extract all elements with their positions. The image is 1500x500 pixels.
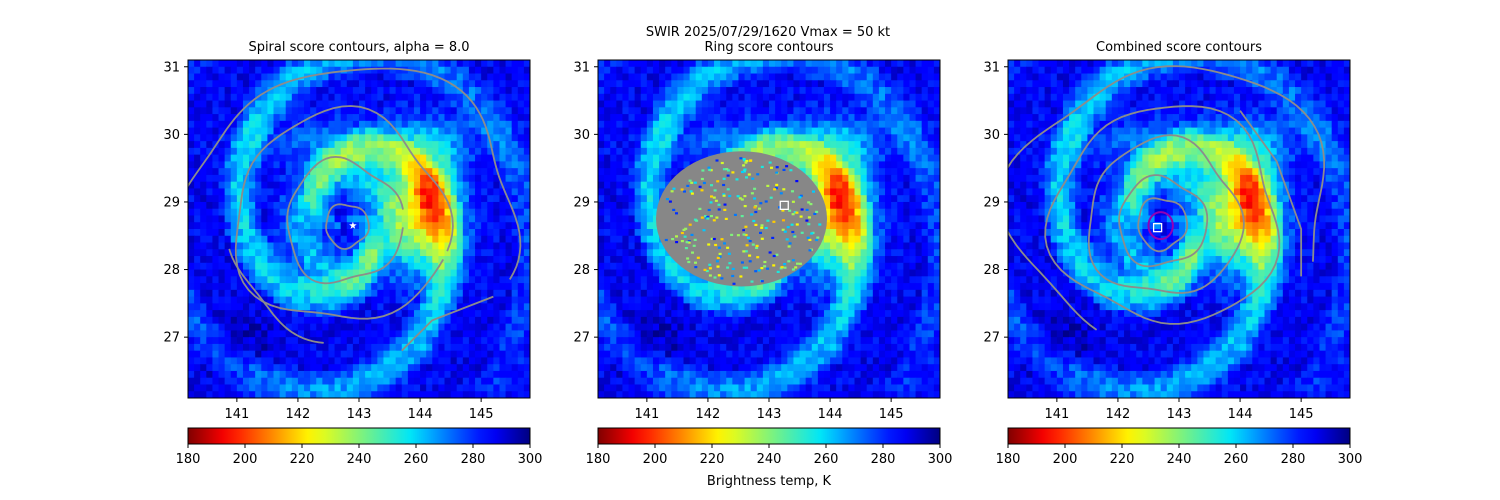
colorbar-tick-label: 300 <box>928 452 953 467</box>
colorbar-tick-label: 260 <box>814 452 839 467</box>
panel-3: Combined score contours 141 142 143 144 145 27… <box>983 40 1362 467</box>
y-tick-label: 28 <box>983 263 1000 278</box>
y-tick-label: 31 <box>163 60 180 75</box>
contour-line <box>325 203 370 250</box>
colorbar-tick-label: 180 <box>176 452 201 467</box>
brightness-image <box>1008 60 1350 398</box>
y-tick-label: 31 <box>983 60 1000 75</box>
colorbar-tick-label: 200 <box>233 452 258 467</box>
y-tick-label: 29 <box>983 195 1000 210</box>
x-tick-label: 142 <box>286 407 311 422</box>
colorbar-tick-label: 280 <box>461 452 486 467</box>
colorbar-tick-label: 280 <box>1281 452 1306 467</box>
center-marker <box>349 221 357 229</box>
contour-line <box>1008 65 1325 331</box>
x-tick-label: 144 <box>408 407 433 422</box>
colorbar-gradient <box>1007 427 1351 445</box>
center-marker <box>779 200 789 210</box>
y-tick-label: 29 <box>573 195 590 210</box>
contour-line <box>1044 105 1281 325</box>
x-tick-label: 145 <box>1289 407 1314 422</box>
contour-line <box>228 248 324 344</box>
colorbar-gradient <box>187 427 531 445</box>
contour-line <box>286 155 404 285</box>
y-tick-label: 27 <box>983 331 1000 346</box>
panel-title: Ring score contours <box>704 40 833 55</box>
x-tick-label: 143 <box>757 407 782 422</box>
contour-line <box>1239 110 1303 277</box>
x-tick-label: 144 <box>1228 407 1253 422</box>
contour-line <box>1087 134 1245 294</box>
colorbar-tick-label: 240 <box>347 452 372 467</box>
x-tick-label: 141 <box>1044 407 1069 422</box>
y-tick-label: 31 <box>573 60 590 75</box>
x-tick-label: 145 <box>879 407 904 422</box>
x-tick-label: 143 <box>347 407 372 422</box>
center-marker <box>1152 222 1163 233</box>
y-tick-label: 27 <box>573 331 590 346</box>
y-tick-label: 30 <box>983 128 1000 143</box>
colorbar-tick-label: 180 <box>996 452 1021 467</box>
colorbar: 180 200 220 240 260 280 300 <box>586 427 953 467</box>
y-tick-label: 30 <box>163 128 180 143</box>
colorbar-tick-label: 220 <box>290 452 315 467</box>
figure-suptitle: SWIR 2025/07/29/1620 Vmax = 50 kt <box>646 25 890 40</box>
x-tick-label: 141 <box>224 407 249 422</box>
x-tick-label: 143 <box>1167 407 1192 422</box>
x-tick-label: 144 <box>818 407 843 422</box>
colorbar: 180 200 220 240 260 280 300 <box>996 427 1363 467</box>
contour-line <box>401 295 494 352</box>
colorbar-tick-label: 200 <box>643 452 668 467</box>
y-tick-label: 28 <box>163 263 180 278</box>
contour-line <box>1137 197 1189 253</box>
colorbar-tick-label: 180 <box>586 452 611 467</box>
score-contours <box>1008 65 1325 331</box>
colorbar-tick-label: 220 <box>1110 452 1135 467</box>
colorbar-gradient <box>597 427 941 445</box>
contour-line <box>188 67 522 280</box>
colorbar-tick-label: 260 <box>404 452 429 467</box>
panel-title: Spiral score contours, alpha = 8.0 <box>248 40 469 55</box>
contour-line <box>1118 174 1209 268</box>
colorbar-tick-label: 220 <box>700 452 725 467</box>
score-contours <box>188 67 522 352</box>
brightness-image <box>188 60 530 398</box>
panel-2: Ring score contours 141 142 143 144 145 27 28 29… <box>573 40 952 467</box>
x-tick-label: 145 <box>469 407 494 422</box>
colorbar: 180 200 220 240 260 280 300 <box>176 427 543 467</box>
y-tick-label: 28 <box>573 263 590 278</box>
x-tick-label: 141 <box>634 407 659 422</box>
panels: Spiral score contours, alpha = 8.0 141 142… <box>163 40 1362 467</box>
panel-1: Spiral score contours, alpha = 8.0 141 142… <box>163 40 542 467</box>
colorbar-tick-label: 240 <box>757 452 782 467</box>
panel-title: Combined score contours <box>1096 40 1262 55</box>
y-tick-label: 30 <box>573 128 590 143</box>
colorbar-tick-label: 260 <box>1224 452 1249 467</box>
contour-line <box>234 105 454 320</box>
x-tick-label: 142 <box>1106 407 1131 422</box>
colorbar-tick-label: 200 <box>1053 452 1078 467</box>
colorbar-tick-label: 240 <box>1167 452 1192 467</box>
colorbar-tick-label: 300 <box>1338 452 1363 467</box>
ring-score-area <box>656 151 828 287</box>
x-tick-label: 142 <box>696 407 721 422</box>
y-tick-label: 29 <box>163 195 180 210</box>
y-tick-label: 27 <box>163 331 180 346</box>
colorbar-tick-label: 280 <box>871 452 896 467</box>
center-circle <box>1147 211 1174 241</box>
colorbar-label: Brightness temp, K <box>707 474 832 489</box>
colorbar-tick-label: 300 <box>518 452 543 467</box>
